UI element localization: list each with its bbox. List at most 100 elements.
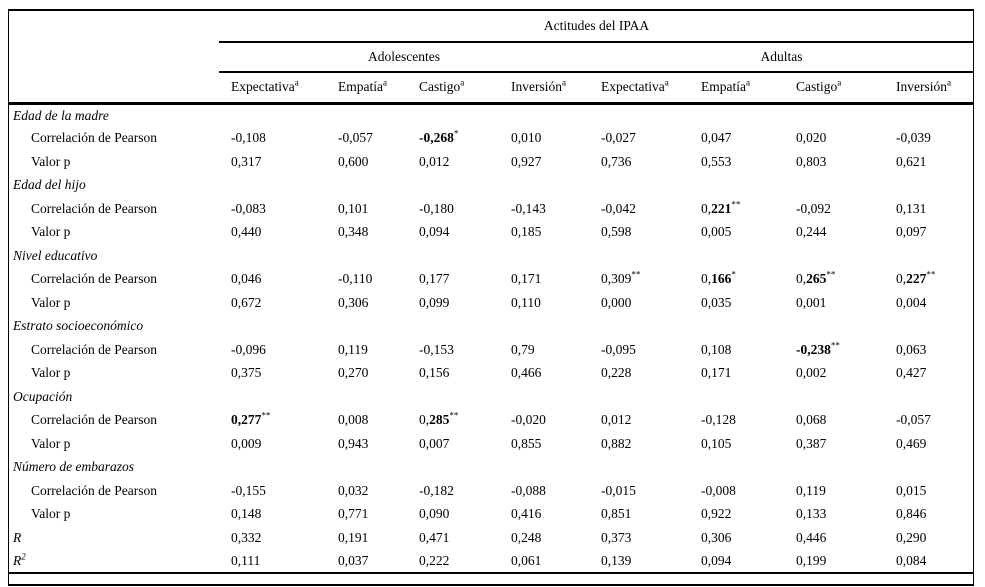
p-value: 0,244 <box>796 224 827 240</box>
correlation-value: -0,182 <box>419 482 454 498</box>
row-label-pvalue: Valor p <box>31 224 71 240</box>
correlation-value: 0,177 <box>419 271 450 287</box>
correlation-value: -0,238** <box>796 340 840 357</box>
row-label-pvalue: Valor p <box>31 153 71 169</box>
summary-row-label: R2 <box>13 551 26 568</box>
row-label-correlation: Correlación de Pearson <box>31 482 157 498</box>
stub-cell <box>9 72 219 105</box>
p-value: 0,846 <box>896 506 927 522</box>
p-value: 0,317 <box>231 153 262 169</box>
p-value: 0,736 <box>601 153 632 169</box>
row-label-pvalue: Valor p <box>31 365 71 381</box>
correlation-row-5: Correlación de Pearson -0,155 0,032 -0,182 -… <box>9 479 974 503</box>
summary-value: 0,471 <box>419 529 450 545</box>
section-row-0: Edad de la madre <box>9 103 974 127</box>
correlation-value: -0,088 <box>511 482 546 498</box>
correlation-value: 0,068 <box>796 412 827 428</box>
summary-row-1: R2 0,111 0,037 0,222 0,061 0,139 0,094 0,199 0,0… <box>9 550 974 574</box>
row-label-correlation: Correlación de Pearson <box>31 130 157 146</box>
correlation-value: -0,039 <box>896 130 931 146</box>
p-value: 0,348 <box>338 224 369 240</box>
group-header-adultas: Adultas <box>589 42 974 73</box>
p-value: 0,882 <box>601 435 632 451</box>
correlation-row-4: Correlación de Pearson 0,277** 0,008 0,285*… <box>9 409 974 433</box>
pvalue-row-4: Valor p 0,009 0,943 0,007 0,855 0,882 0,105 0,3… <box>9 432 974 456</box>
p-value: 0,097 <box>896 224 927 240</box>
p-value: 0,466 <box>511 365 542 381</box>
correlation-value: 0,047 <box>701 130 732 146</box>
summary-value: 0,290 <box>896 529 927 545</box>
p-value: 0,851 <box>601 506 632 522</box>
p-value: 0,228 <box>601 365 632 381</box>
p-value: 0,803 <box>796 153 827 169</box>
correlation-value: -0,180 <box>419 200 454 216</box>
correlation-value: -0,083 <box>231 200 266 216</box>
correlation-value: 0,119 <box>338 341 368 357</box>
p-value: 0,553 <box>701 153 732 169</box>
column-header-1: Empatíaa <box>326 72 407 105</box>
p-value: 0,133 <box>796 506 827 522</box>
p-value: 0,110 <box>511 294 541 310</box>
column-header-0: Expectativaa <box>219 72 326 105</box>
p-value: 0,000 <box>601 294 632 310</box>
correlation-value: 0,108 <box>701 341 732 357</box>
p-value: 0,094 <box>419 224 450 240</box>
summary-value: 0,332 <box>231 529 262 545</box>
p-value: 0,002 <box>796 365 827 381</box>
row-label-pvalue: Valor p <box>31 294 71 310</box>
section-row-1: Edad del hijo <box>9 174 974 198</box>
correlation-value: -0,015 <box>601 482 636 498</box>
row-label-correlation: Correlación de Pearson <box>31 200 157 216</box>
pvalue-row-1: Valor p 0,440 0,348 0,094 0,185 0,598 0,005 0,2… <box>9 221 974 245</box>
p-value: 0,007 <box>419 435 450 451</box>
p-value: 0,672 <box>231 294 262 310</box>
correlation-value: 0,227** <box>896 269 936 287</box>
p-value: 0,012 <box>419 153 450 169</box>
correlation-row-2: Correlación de Pearson 0,046 -0,110 0,177 0,… <box>9 268 974 292</box>
group-header-adolescentes: Adolescentes <box>219 42 589 73</box>
summary-value: 0,306 <box>701 529 732 545</box>
p-value: 0,035 <box>701 294 732 310</box>
column-header-4: Expectativaa <box>589 72 689 105</box>
p-value: 0,148 <box>231 506 262 522</box>
correlation-value: -0,057 <box>896 412 931 428</box>
summary-value: 0,094 <box>701 552 732 568</box>
pvalue-row-3: Valor p 0,375 0,270 0,156 0,466 0,228 0,171 0,0… <box>9 362 974 386</box>
p-value: 0,185 <box>511 224 542 240</box>
p-value: 0,004 <box>896 294 927 310</box>
correlation-value: 0,171 <box>511 271 542 287</box>
summary-value: 0,373 <box>601 529 632 545</box>
correlation-value: 0,012 <box>601 412 632 428</box>
section-label: Nivel educativo <box>13 247 98 263</box>
correlation-value: -0,027 <box>601 130 636 146</box>
correlation-value: 0,010 <box>511 130 542 146</box>
correlation-table-frame: Actitudes del IPAA Adolescentes Adultas … <box>8 9 974 586</box>
summary-value: 0,199 <box>796 552 827 568</box>
section-label: Estrato socioeconómico <box>13 318 144 334</box>
row-label-correlation: Correlación de Pearson <box>31 271 157 287</box>
section-row-5: Número de embarazos <box>9 456 974 480</box>
correlation-value: 0,265** <box>796 269 836 287</box>
correlation-value: -0,020 <box>511 412 546 428</box>
correlation-value: -0,155 <box>231 482 266 498</box>
p-value: 0,090 <box>419 506 450 522</box>
correlation-value: 0,309** <box>601 269 641 287</box>
correlation-row-1: Correlación de Pearson -0,083 0,101 -0,180 -… <box>9 197 974 221</box>
p-value: 0,099 <box>419 294 450 310</box>
p-value: 0,375 <box>231 365 262 381</box>
column-header-7: Inversióna <box>884 72 974 105</box>
correlation-value: 0,032 <box>338 482 369 498</box>
p-value: 0,600 <box>338 153 369 169</box>
correlation-row-0: Correlación de Pearson -0,108 -0,057 -0,268… <box>9 127 974 151</box>
p-value: 0,771 <box>338 506 369 522</box>
correlation-value: 0,221** <box>701 199 741 216</box>
correlation-value: -0,095 <box>601 341 636 357</box>
summary-value: 0,191 <box>338 529 369 545</box>
correlation-value: -0,153 <box>419 341 454 357</box>
correlation-value: -0,057 <box>338 130 373 146</box>
correlation-value: 0,166* <box>701 269 736 287</box>
p-value: 0,621 <box>896 153 927 169</box>
p-value: 0,105 <box>701 435 732 451</box>
column-header-2: Castigoa <box>407 72 499 105</box>
p-value: 0,001 <box>796 294 827 310</box>
